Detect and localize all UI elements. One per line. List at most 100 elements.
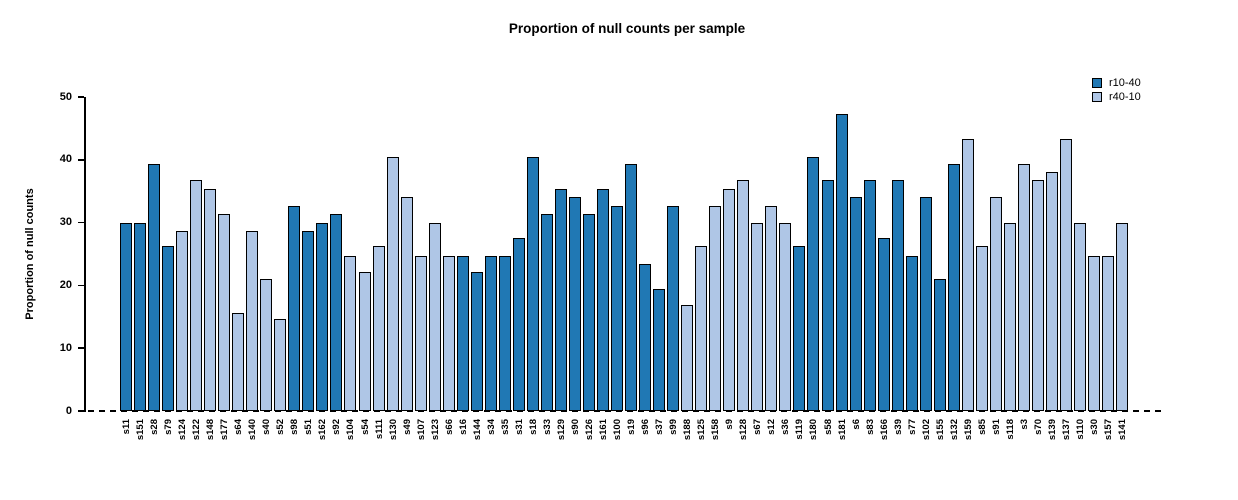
bar-s180	[807, 157, 819, 411]
x-tick-label-s90: s90	[569, 419, 581, 435]
bar-s188	[681, 305, 693, 411]
bar-s11	[120, 223, 132, 411]
x-tick-label-s34: s34	[485, 419, 497, 435]
bar-s12	[765, 206, 777, 411]
x-tick-label-s123: s123	[429, 419, 441, 441]
x-tick-label-s37: s37	[653, 419, 665, 435]
x-tick-label-s157: s157	[1102, 419, 1114, 441]
legend-swatch-light-icon	[1092, 92, 1102, 102]
bar-s36	[779, 223, 791, 411]
bar-s35	[499, 256, 511, 411]
x-tick-label-s102: s102	[920, 419, 932, 441]
legend-item-r10-40: r10-40	[1092, 76, 1141, 90]
x-tick-label-s180: s180	[807, 419, 819, 441]
bar-s104	[344, 256, 356, 411]
x-tick-label-s6: s6	[850, 419, 862, 430]
bar-s33	[541, 214, 553, 411]
y-axis-line	[84, 97, 86, 412]
x-tick-label-s19: s19	[625, 419, 637, 435]
x-tick-label-s16: s16	[457, 419, 469, 435]
x-tick-label-s124: s124	[176, 419, 188, 441]
bar-s139	[1046, 172, 1058, 411]
bar-s158	[709, 206, 721, 411]
bar-s128	[737, 180, 749, 411]
x-tick-label-s18: s18	[527, 419, 539, 435]
bar-s34	[485, 256, 497, 411]
x-tick-label-s111: s111	[373, 419, 385, 440]
x-tick-label-s31: s31	[513, 419, 525, 435]
y-axis-tick	[78, 221, 84, 224]
x-tick-label-s126: s126	[583, 419, 595, 441]
bar-s79	[162, 246, 174, 411]
zero-baseline-dashed-line	[88, 410, 1166, 412]
bar-s90	[569, 197, 581, 411]
bar-s6	[850, 197, 862, 411]
bar-s77	[906, 256, 918, 411]
x-tick-label-s181: s181	[836, 419, 848, 441]
y-tick-label: 10	[59, 341, 72, 354]
x-tick-label-s119: s119	[793, 419, 805, 440]
bar-s83	[864, 180, 876, 411]
x-tick-label-s36: s36	[779, 419, 791, 435]
x-tick-label-s70: s70	[1032, 419, 1044, 435]
x-tick-label-s132: s132	[948, 419, 960, 441]
chart-title: Proportion of null counts per sample	[508, 21, 746, 36]
x-tick-label-s188: s188	[681, 419, 693, 441]
x-tick-label-s98: s98	[288, 419, 300, 435]
x-tick-label-s39: s39	[892, 419, 904, 435]
x-tick-label-s91: s91	[990, 419, 1002, 435]
x-tick-label-s85: s85	[976, 419, 988, 435]
bar-s162	[316, 223, 328, 411]
bar-s159	[962, 139, 974, 411]
x-tick-label-s159: s159	[962, 419, 974, 441]
bar-s124	[176, 231, 188, 411]
bar-s118	[1004, 223, 1016, 411]
bar-s111	[373, 246, 385, 411]
bar-s92	[330, 214, 342, 411]
legend-swatch-dark-icon	[1092, 78, 1102, 88]
x-tick-label-s104: s104	[344, 419, 356, 441]
x-tick-label-s141: s141	[1116, 419, 1128, 441]
x-tick-label-s151: s151	[134, 419, 146, 441]
x-tick-label-s158: s158	[709, 419, 721, 441]
bar-s58	[822, 180, 834, 411]
bar-s161	[597, 189, 609, 411]
bar-s85	[976, 246, 988, 411]
x-tick-label-s3: s3	[1018, 419, 1030, 430]
x-tick-label-s51: s51	[302, 419, 314, 435]
y-tick-label: 20	[59, 278, 72, 291]
bar-s126	[583, 214, 595, 411]
bar-s31	[513, 238, 525, 411]
bar-s91	[990, 197, 1002, 411]
x-tick-label-s12: s12	[765, 419, 777, 435]
bar-s49	[401, 197, 413, 411]
x-tick-label-s177: s177	[218, 419, 230, 441]
x-tick-label-s144: s144	[471, 419, 483, 441]
legend: r10-40 r40-10	[1092, 76, 1141, 104]
bar-s16	[457, 256, 469, 411]
legend-label-r40-10: r40-10	[1109, 90, 1141, 103]
bar-s67	[751, 223, 763, 411]
bar-s99	[667, 206, 679, 411]
y-axis-tick	[78, 159, 84, 161]
x-tick-label-s155: s155	[934, 419, 946, 441]
x-tick-label-s162: s162	[316, 419, 328, 441]
bar-s30	[1088, 256, 1100, 411]
x-tick-label-s11: s11	[120, 419, 132, 435]
bar-s66	[443, 256, 455, 411]
y-axis-tick	[78, 284, 84, 287]
bar-s100	[611, 206, 623, 411]
bar-s130	[387, 157, 399, 411]
x-tick-label-s96: s96	[639, 419, 651, 435]
legend-label-r10-40: r10-40	[1109, 76, 1141, 89]
bar-s102	[920, 197, 932, 411]
x-tick-label-s139: s139	[1046, 419, 1058, 441]
bar-s141	[1116, 223, 1128, 411]
bar-s52	[274, 319, 286, 411]
bar-s107	[415, 256, 427, 411]
x-tick-label-s128: s128	[737, 419, 749, 441]
bar-s96	[639, 264, 651, 411]
y-tick-label: 50	[59, 90, 72, 103]
x-tick-label-s130: s130	[387, 419, 399, 441]
